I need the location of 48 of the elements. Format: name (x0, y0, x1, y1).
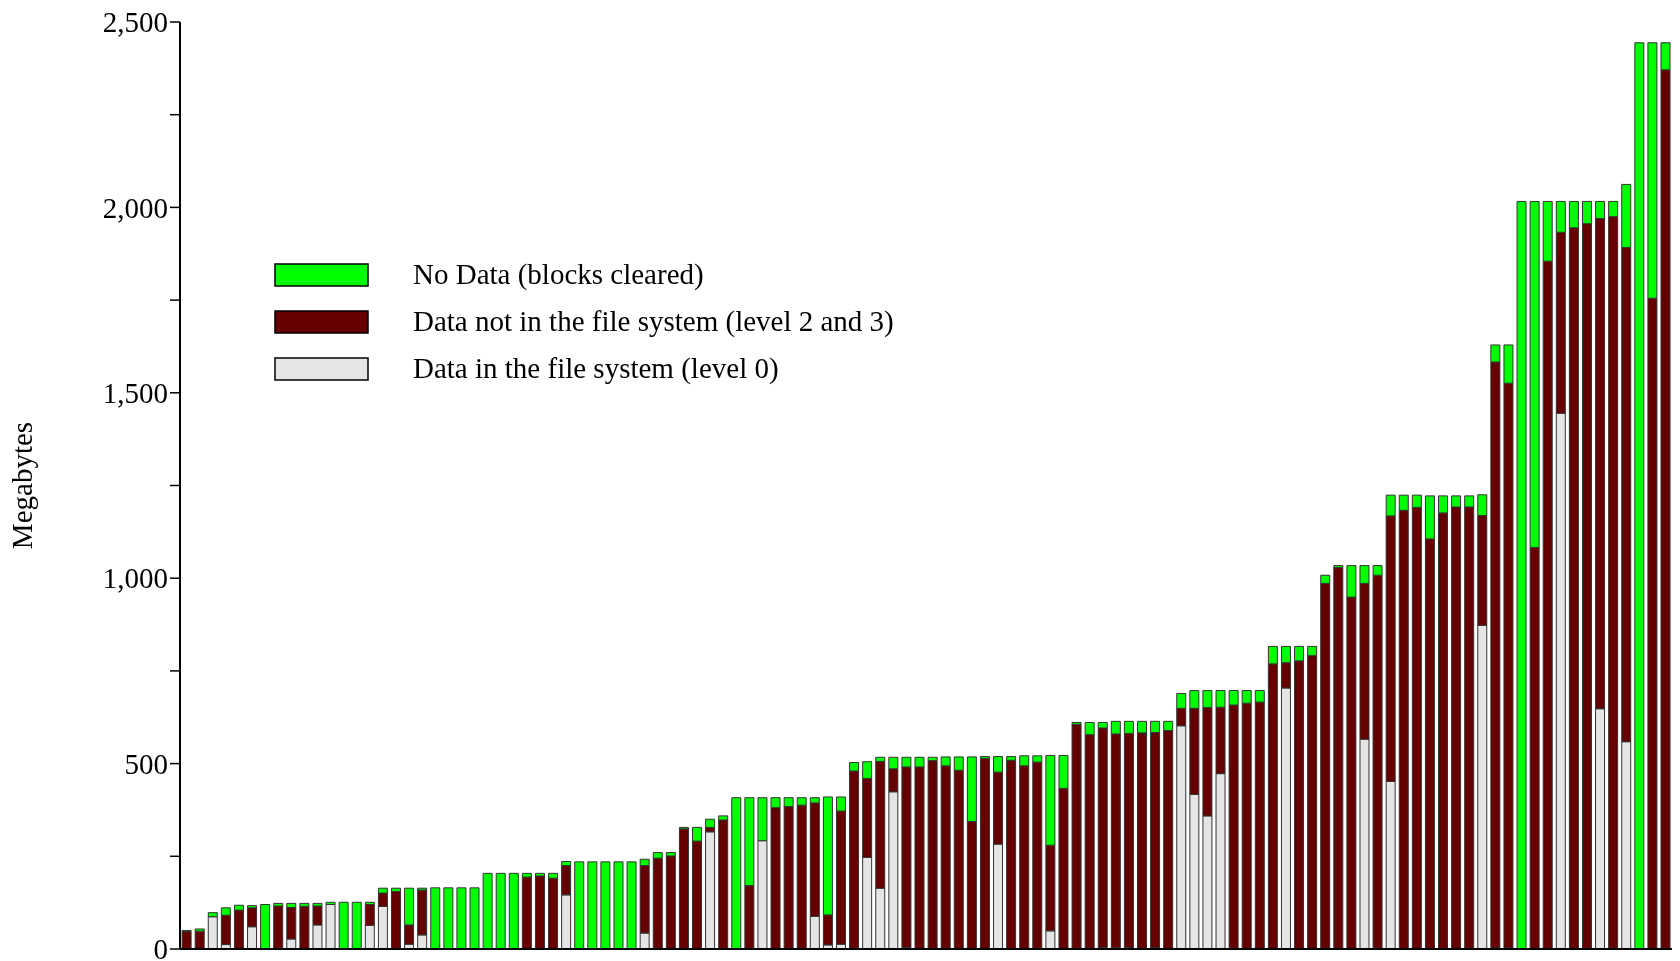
bar (469, 887, 480, 949)
y-tick-label: 500 (124, 747, 168, 780)
bar (391, 891, 401, 949)
bar (1634, 42, 1645, 949)
bar (299, 905, 310, 949)
bar (705, 831, 716, 949)
bar (613, 861, 624, 949)
bar (443, 887, 454, 949)
bar (534, 875, 545, 949)
bar (482, 872, 493, 949)
bar (521, 876, 532, 949)
bar (456, 887, 467, 949)
bar (338, 901, 349, 949)
y-tick-label: 0 (153, 933, 168, 961)
bar (430, 887, 441, 949)
bar (1516, 200, 1527, 949)
bar (351, 901, 362, 949)
bar (1071, 723, 1082, 949)
bar (207, 916, 218, 949)
bar (587, 861, 598, 949)
bar (718, 819, 729, 949)
y-tick-label: 1,500 (102, 377, 168, 410)
bar (979, 757, 990, 949)
y-tick-label: 1,000 (102, 562, 168, 595)
legend-label: No Data (blocks cleared) (413, 258, 704, 291)
bar (600, 861, 611, 949)
bar (548, 877, 559, 949)
bar (927, 760, 938, 949)
bar (495, 872, 506, 949)
bar (665, 855, 676, 949)
bar (260, 904, 271, 949)
y-axis-title: Megabytes (6, 421, 39, 550)
bar (508, 872, 519, 949)
bar (1006, 759, 1017, 949)
bar (678, 828, 689, 949)
bar (233, 909, 244, 949)
bar (574, 861, 585, 949)
y-tick-label: 2,000 (102, 191, 168, 224)
legend-label: Data not in the file system (level 2 and 3) (413, 305, 894, 338)
bar (1333, 566, 1344, 949)
bar (705, 818, 716, 828)
bar (731, 797, 742, 949)
bar (181, 931, 192, 949)
y-tick-label: 2,500 (102, 6, 168, 39)
bar (325, 904, 336, 949)
bar (626, 861, 637, 949)
legend-label: Data in the file system (level 0) (413, 352, 779, 385)
bar (273, 905, 284, 949)
